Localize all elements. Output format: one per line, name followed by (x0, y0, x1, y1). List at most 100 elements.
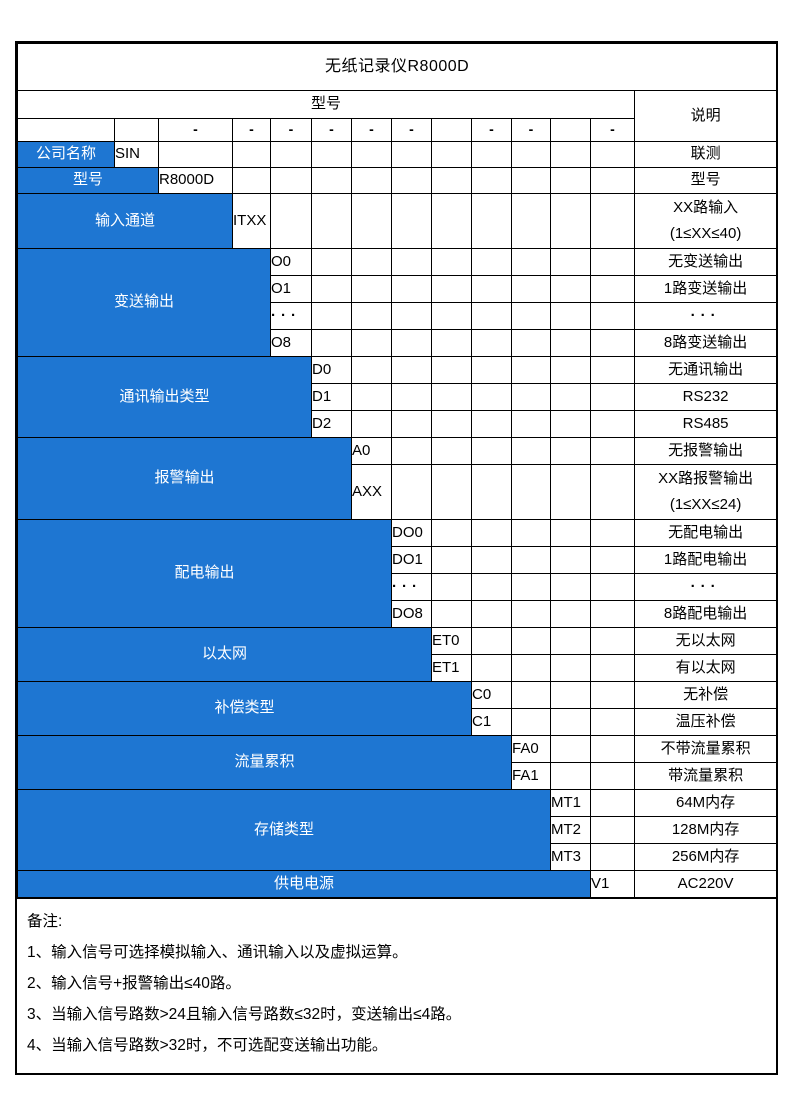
empty-grid-cell (471, 248, 512, 276)
empty-grid-cell (550, 681, 591, 709)
model-code-cell: C0 (471, 681, 512, 709)
empty-grid-cell (590, 600, 635, 628)
empty-grid-cell (511, 464, 551, 520)
description-cell: 128M内存 (633, 816, 778, 844)
empty-grid-cell (511, 627, 551, 655)
table-row: 供电电源 V1 AC220V (17, 870, 778, 898)
description-cell: 不带流量累积 (633, 735, 778, 763)
empty-grid-cell (471, 141, 512, 168)
table-row: 变送输出 O0 无变送输出 (17, 248, 778, 357)
description-cell: 1路配电输出 (633, 546, 778, 574)
model-code-cell: ··· (270, 302, 312, 330)
empty-grid-cell (590, 735, 635, 763)
model-code-cell: DO0 (391, 519, 432, 547)
empty-grid-cell (511, 437, 551, 465)
notes-section: 备注: 1、输入信号可选择模拟输入、通讯输入以及虚拟运算。 2、输入信号+报警输… (17, 898, 776, 1073)
model-code-cell: C1 (471, 708, 512, 736)
model-selection-table: 无纸记录仪R8000D 型号 说明 --------- 公司名称 SIN 联测 型号 R… (16, 43, 778, 898)
model-code-cell: ITXX (232, 193, 271, 249)
table-row: 配电输出 DO0 无配电输出 (17, 519, 778, 628)
empty-grid-cell (471, 302, 512, 330)
table-row: DO1 1路配电输出 (18, 546, 778, 574)
empty-grid-cell (590, 708, 635, 736)
model-code-cell: ··· (391, 573, 432, 601)
table-row: MT2 128M内存 (18, 816, 778, 844)
empty-grid-cell (590, 681, 635, 709)
description-cell: 无变送输出 (633, 248, 778, 276)
empty-grid-cell (391, 329, 432, 357)
empty-grid-cell (471, 275, 512, 303)
empty-grid-cell (471, 437, 512, 465)
model-code-cell: O0 (270, 248, 312, 276)
empty-grid-cell (511, 519, 551, 547)
section-label: 供电电源 (17, 870, 591, 898)
description-cell: 8路变送输出 (633, 329, 778, 357)
empty-grid-cell (351, 329, 392, 357)
table-row: 型号 R8000D 型号 (17, 167, 778, 194)
empty-grid-cell (511, 193, 551, 249)
section-label: 报警输出 (17, 437, 352, 520)
empty-grid-cell (550, 519, 591, 547)
empty-grid-cell (590, 762, 635, 790)
model-header-row: 型号 说明 (17, 90, 778, 142)
section-label: 变送输出 (17, 248, 271, 357)
dash-separator-cell: - (391, 118, 432, 142)
empty-grid-cell (391, 248, 432, 276)
empty-grid-cell (311, 248, 352, 276)
dash-separator-cell: - (311, 118, 352, 142)
description-cell: 带流量累积 (633, 762, 778, 790)
note-line-1: 1、输入信号可选择模拟输入、通讯输入以及虚拟运算。 (27, 944, 408, 961)
empty-grid-cell (431, 600, 472, 628)
empty-grid-cell (550, 437, 591, 465)
empty-grid-cell (311, 302, 352, 330)
empty-grid-cell (232, 167, 271, 194)
empty-grid-cell (590, 141, 635, 168)
title-row: 无纸记录仪R8000D (16, 43, 778, 91)
empty-grid-cell (391, 437, 432, 465)
empty-grid-cell (311, 275, 352, 303)
empty-grid-cell (431, 302, 472, 330)
empty-grid-cell (590, 356, 635, 384)
empty-grid-cell (351, 383, 392, 411)
model-code-cell: V1 (590, 870, 635, 898)
empty-grid-cell (391, 356, 432, 384)
empty-grid-cell (471, 383, 512, 411)
section-label: 配电输出 (17, 519, 392, 628)
empty-grid-cell (511, 708, 551, 736)
empty-grid-cell (550, 275, 591, 303)
description-cell: RS232 (633, 383, 778, 411)
empty-grid-cell (391, 167, 432, 194)
empty-grid-cell (590, 167, 635, 194)
empty-grid-cell (351, 167, 392, 194)
empty-grid-cell (351, 356, 392, 384)
empty-grid-cell (431, 193, 472, 249)
empty-grid-cell (431, 519, 472, 547)
table-row: 流量累积 FA0 不带流量累积 (17, 735, 778, 790)
table-row: 以太网 ET0 无以太网 (17, 627, 778, 682)
model-code-cell: MT2 (550, 816, 591, 844)
page-title: 无纸记录仪R8000D (16, 43, 778, 91)
empty-grid-cell (431, 356, 472, 384)
empty-grid-cell (590, 789, 635, 817)
table-row: D2 RS485 (18, 410, 778, 438)
empty-grid-cell (17, 118, 115, 142)
dash-separator-cell: - (471, 118, 512, 142)
model-code-cell: D0 (311, 356, 352, 384)
description-cell: XX路输入 (1≤XX≤40) (633, 193, 778, 249)
empty-grid-cell (471, 654, 512, 682)
empty-grid-cell (471, 167, 512, 194)
description-cell: 温压补偿 (633, 708, 778, 736)
section-label: 输入通道 (17, 193, 233, 249)
model-code-cell: SIN (114, 141, 159, 168)
empty-grid-cell (590, 519, 635, 547)
empty-grid-cell (270, 167, 312, 194)
empty-grid-cell (511, 600, 551, 628)
model-code-cell: MT3 (550, 843, 591, 871)
description-cell: AC220V (633, 870, 778, 898)
empty-grid-cell (550, 118, 591, 142)
empty-grid-cell (431, 275, 472, 303)
empty-grid-cell (550, 573, 591, 601)
empty-grid-cell (550, 546, 591, 574)
dash-separator-cell: - (270, 118, 312, 142)
empty-grid-cell (590, 843, 635, 871)
